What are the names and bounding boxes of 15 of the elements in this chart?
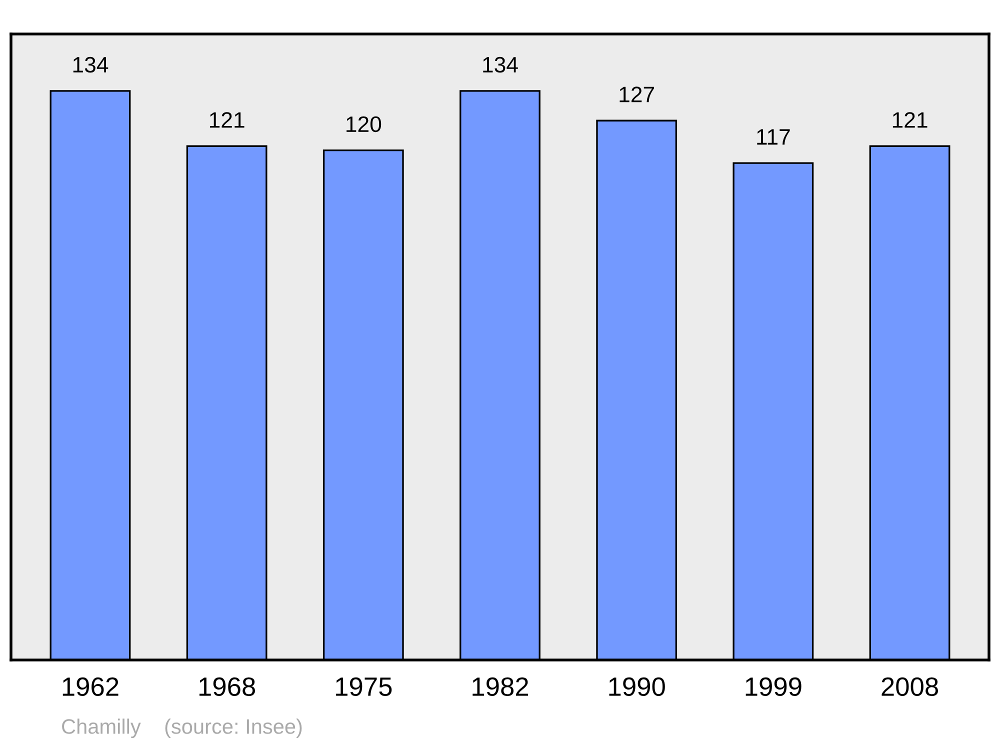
data-label: 127 xyxy=(620,86,654,102)
data-label: 117 xyxy=(757,129,790,145)
x-tick-label: 1982 xyxy=(472,677,528,696)
data-label: 134 xyxy=(483,56,518,73)
x-tick-label: 1962 xyxy=(62,677,118,696)
data-label: 120 xyxy=(346,116,382,132)
data-label: 134 xyxy=(73,56,108,73)
x-tick-label: 2008 xyxy=(882,677,938,696)
x-tick-label: 1990 xyxy=(609,677,665,696)
x-tick-label: 1999 xyxy=(746,677,802,696)
data-label: 121 xyxy=(210,112,244,128)
text: Chamilly (source: Insee) xyxy=(62,718,302,738)
x-tick-label: 1975 xyxy=(336,677,392,696)
data-label: 121 xyxy=(892,112,928,128)
x-tick-label: 1968 xyxy=(199,677,256,696)
